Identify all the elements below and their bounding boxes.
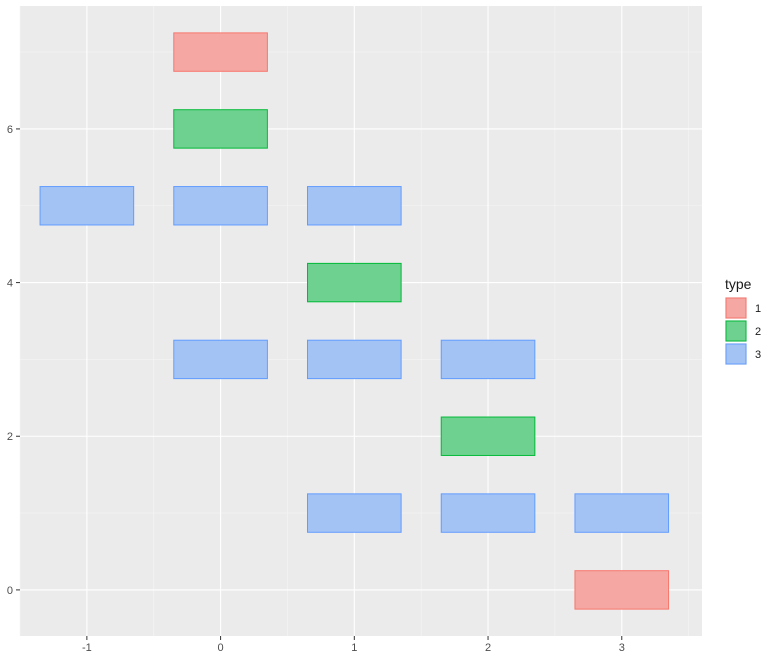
x-tick-label: 1 xyxy=(351,642,357,654)
data-tiles xyxy=(39,32,670,610)
y-tick-label: 4 xyxy=(7,278,13,290)
tile-type-2 xyxy=(440,416,536,456)
tile-type-3 xyxy=(307,493,402,533)
y-tick-label: 6 xyxy=(7,124,13,136)
x-tick-label: -1 xyxy=(82,642,92,654)
tile-type-2 xyxy=(173,109,268,149)
tile-type-1 xyxy=(574,570,670,610)
x-tick-label: 0 xyxy=(218,642,224,654)
legend-key-3 xyxy=(725,343,747,365)
x-tick-label: 2 xyxy=(485,642,491,654)
legend-key-1 xyxy=(725,297,747,319)
legend-title: type xyxy=(725,276,752,292)
tile-type-3 xyxy=(307,186,402,226)
legend-label-2: 2 xyxy=(755,326,761,338)
y-tick-label: 0 xyxy=(7,585,13,597)
tile-type-3 xyxy=(173,186,268,226)
legend-label-3: 3 xyxy=(755,349,761,361)
legend: type 1 2 3 xyxy=(725,276,761,365)
tile-type-3 xyxy=(173,339,268,380)
y-tick-label: 2 xyxy=(7,431,13,443)
legend-key-2 xyxy=(725,320,747,342)
tile-type-3 xyxy=(574,493,670,533)
tile-type-1 xyxy=(173,32,268,72)
x-tick-label: 3 xyxy=(619,642,625,654)
tile-type-3 xyxy=(307,339,402,380)
tile-type-3 xyxy=(440,493,536,533)
tile-type-3 xyxy=(39,186,135,226)
plot-panel xyxy=(20,6,702,636)
y-axis: 0 2 4 6 xyxy=(7,124,20,597)
legend-label-1: 1 xyxy=(755,303,761,315)
x-axis: -1 0 1 2 3 xyxy=(82,636,625,654)
tile-type-3 xyxy=(440,339,536,380)
tile-type-2 xyxy=(307,262,402,303)
